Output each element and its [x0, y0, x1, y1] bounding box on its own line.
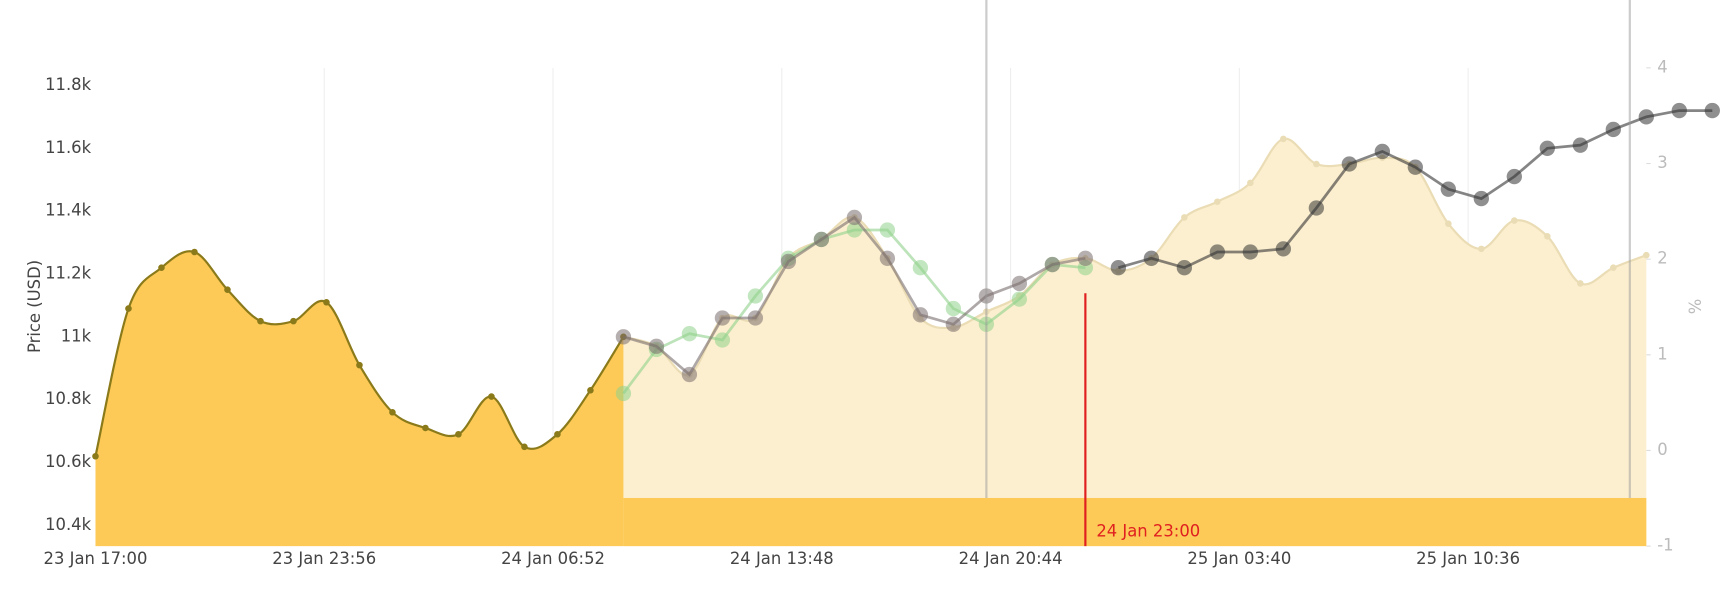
- point: [879, 222, 896, 238]
- x-tick-label: 25 Jan 10:36: [1416, 549, 1520, 568]
- point: [1440, 181, 1456, 197]
- point: [714, 310, 731, 326]
- point: [1506, 168, 1522, 185]
- point: [1445, 220, 1452, 228]
- y-tick-label: 11.6k: [45, 138, 92, 157]
- x-tick-label: 24 Jan 20:44: [959, 549, 1063, 568]
- point: [747, 310, 764, 326]
- point: [1374, 143, 1391, 160]
- point: [1643, 251, 1650, 259]
- point: [813, 231, 830, 248]
- point: [1011, 275, 1028, 292]
- y2-axis-title: %: [1686, 299, 1705, 315]
- point: [846, 222, 863, 238]
- point: [1214, 198, 1221, 206]
- y2-tick-label: 4: [1657, 57, 1667, 76]
- point: [1572, 137, 1588, 153]
- point: [747, 288, 764, 304]
- point: [224, 286, 231, 293]
- point: [290, 317, 297, 325]
- point: [158, 264, 165, 271]
- area: [623, 138, 1647, 547]
- x-tick-label: 24 Jan 13:48: [730, 549, 834, 568]
- x-tick-label: 24 Jan 06:52: [501, 549, 605, 568]
- point: [92, 452, 99, 460]
- point: [1473, 190, 1489, 207]
- line: [94, 250, 625, 457]
- annotation-label: 24 Jan 23:00: [1096, 521, 1200, 540]
- point: [1181, 214, 1188, 221]
- point: [1209, 244, 1226, 260]
- point: [1671, 102, 1687, 119]
- point: [1308, 200, 1325, 216]
- point: [191, 248, 198, 256]
- point: [1242, 244, 1259, 260]
- y2-tick-label: 2: [1657, 249, 1667, 268]
- y-tick-label: 11.8k: [45, 75, 92, 94]
- x-tick-label: 25 Jan 03:40: [1187, 549, 1291, 568]
- point: [1044, 256, 1061, 273]
- y-tick-label: 11.2k: [45, 263, 92, 282]
- point: [681, 366, 698, 383]
- point: [1577, 280, 1584, 287]
- point: [780, 253, 797, 270]
- point: [356, 361, 363, 369]
- point: [257, 317, 264, 325]
- point: [1407, 159, 1423, 175]
- point: [1610, 264, 1617, 271]
- y2-tick-label: 1: [1657, 344, 1667, 363]
- point: [648, 338, 665, 354]
- point: [1280, 135, 1287, 143]
- area: [95, 251, 624, 547]
- point: [554, 430, 561, 438]
- point: [1110, 260, 1127, 276]
- point: [1539, 140, 1555, 156]
- point: [615, 329, 632, 345]
- y2-tick-label: 0: [1657, 440, 1667, 459]
- point: [125, 305, 132, 312]
- y-axis-title: Price (USD): [25, 260, 44, 353]
- y-tick-label: 11.4k: [45, 201, 92, 220]
- point: [587, 386, 594, 394]
- range-band: [623, 497, 1647, 547]
- point: [455, 430, 462, 438]
- x-tick-label: 23 Jan 23:56: [272, 549, 376, 568]
- point: [488, 393, 495, 400]
- point: [1313, 160, 1320, 168]
- point: [879, 250, 896, 266]
- y-tick-label: 11k: [61, 326, 92, 345]
- y2-tick-label: -1: [1657, 536, 1673, 555]
- point: [912, 260, 929, 276]
- point: [714, 332, 731, 348]
- point: [422, 424, 429, 432]
- y-tick-label: 10.8k: [45, 389, 92, 408]
- point: [1478, 245, 1485, 253]
- x-tick-label: 23 Jan 17:00: [44, 549, 148, 568]
- point: [945, 300, 962, 317]
- point: [1247, 179, 1254, 187]
- y-tick-label: 10.4k: [45, 515, 92, 534]
- point: [389, 408, 396, 416]
- point: [1011, 291, 1028, 307]
- y-tick-label: 10.6k: [45, 452, 92, 471]
- point: [1341, 156, 1358, 172]
- point: [1077, 250, 1094, 266]
- point: [323, 298, 330, 306]
- point: [521, 443, 528, 451]
- point: [615, 385, 632, 402]
- point: [1143, 250, 1160, 266]
- point: [1544, 233, 1551, 240]
- point: [1176, 260, 1193, 276]
- point: [681, 326, 698, 342]
- point: [945, 316, 962, 332]
- point: [1704, 102, 1720, 119]
- point: [846, 209, 863, 226]
- y2-tick-label: 3: [1657, 153, 1667, 172]
- point: [1275, 241, 1292, 257]
- point: [1638, 109, 1654, 125]
- point: [1605, 121, 1621, 138]
- point: [1511, 217, 1518, 224]
- point: [912, 307, 929, 323]
